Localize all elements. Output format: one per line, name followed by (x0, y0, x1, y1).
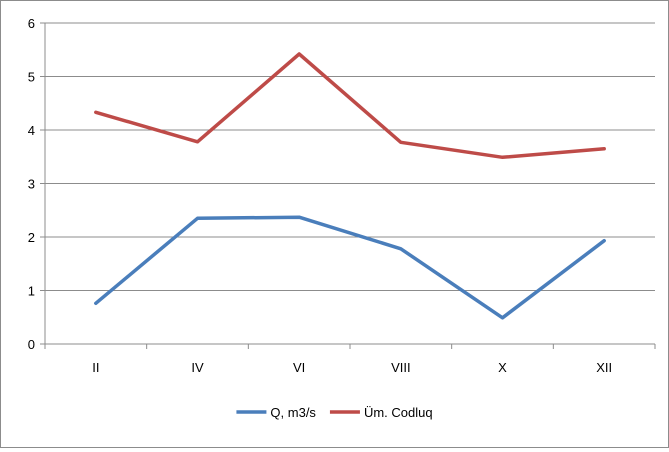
legend-label-2: Üm. Codluq (364, 405, 433, 420)
gridlines (45, 22, 655, 291)
y-tick-label: 6 (28, 16, 35, 31)
legend-label-1: Q, m3/s (270, 405, 316, 420)
legend: Q, m3/s Üm. Codluq (236, 405, 433, 420)
y-tick-label: 1 (28, 284, 35, 299)
x-tick-label: II (92, 360, 99, 375)
y-tick-label: 0 (28, 337, 35, 352)
axes: 0 1 2 3 4 5 6 II IV VI VIII X XII (28, 16, 656, 375)
x-tick-label: VIII (391, 360, 411, 375)
x-tick-label: XII (596, 360, 612, 375)
series-lines (94, 52, 606, 320)
x-tick-label: VI (293, 360, 305, 375)
y-tick-label: 4 (28, 123, 35, 138)
x-tick-label: X (498, 360, 507, 375)
y-tick-label: 2 (28, 230, 35, 245)
y-tick-label: 3 (28, 177, 35, 192)
series-line-1 (94, 215, 606, 320)
x-tick-label: IV (191, 360, 204, 375)
y-tick-label: 5 (28, 70, 35, 85)
series-line-2 (94, 52, 606, 160)
